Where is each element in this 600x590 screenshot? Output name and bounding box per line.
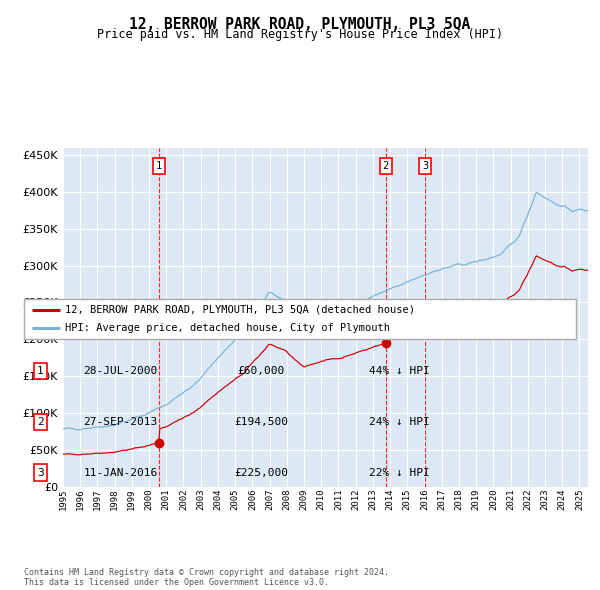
Text: 3: 3 [422,161,428,171]
Text: 12, BERROW PARK ROAD, PLYMOUTH, PL3 5QA: 12, BERROW PARK ROAD, PLYMOUTH, PL3 5QA [130,17,470,31]
Text: 3: 3 [37,468,44,478]
Text: 44% ↓ HPI: 44% ↓ HPI [369,366,430,376]
Text: 2: 2 [37,417,44,427]
Text: 1: 1 [37,366,44,376]
Text: Price paid vs. HM Land Registry's House Price Index (HPI): Price paid vs. HM Land Registry's House … [97,28,503,41]
Text: 24% ↓ HPI: 24% ↓ HPI [369,417,430,427]
Text: HPI: Average price, detached house, City of Plymouth: HPI: Average price, detached house, City… [65,323,391,333]
Text: 27-SEP-2013: 27-SEP-2013 [83,417,158,427]
Text: £194,500: £194,500 [235,417,289,427]
Text: 11-JAN-2016: 11-JAN-2016 [83,468,158,478]
Text: £225,000: £225,000 [235,468,289,478]
Text: £60,000: £60,000 [238,366,285,376]
Text: 2: 2 [382,161,389,171]
Text: 28-JUL-2000: 28-JUL-2000 [83,366,158,376]
Text: 12, BERROW PARK ROAD, PLYMOUTH, PL3 5QA (detached house): 12, BERROW PARK ROAD, PLYMOUTH, PL3 5QA … [65,305,415,315]
Text: 1: 1 [156,161,162,171]
FancyBboxPatch shape [24,299,576,339]
Text: 22% ↓ HPI: 22% ↓ HPI [369,468,430,478]
Text: Contains HM Land Registry data © Crown copyright and database right 2024.
This d: Contains HM Land Registry data © Crown c… [24,568,389,587]
